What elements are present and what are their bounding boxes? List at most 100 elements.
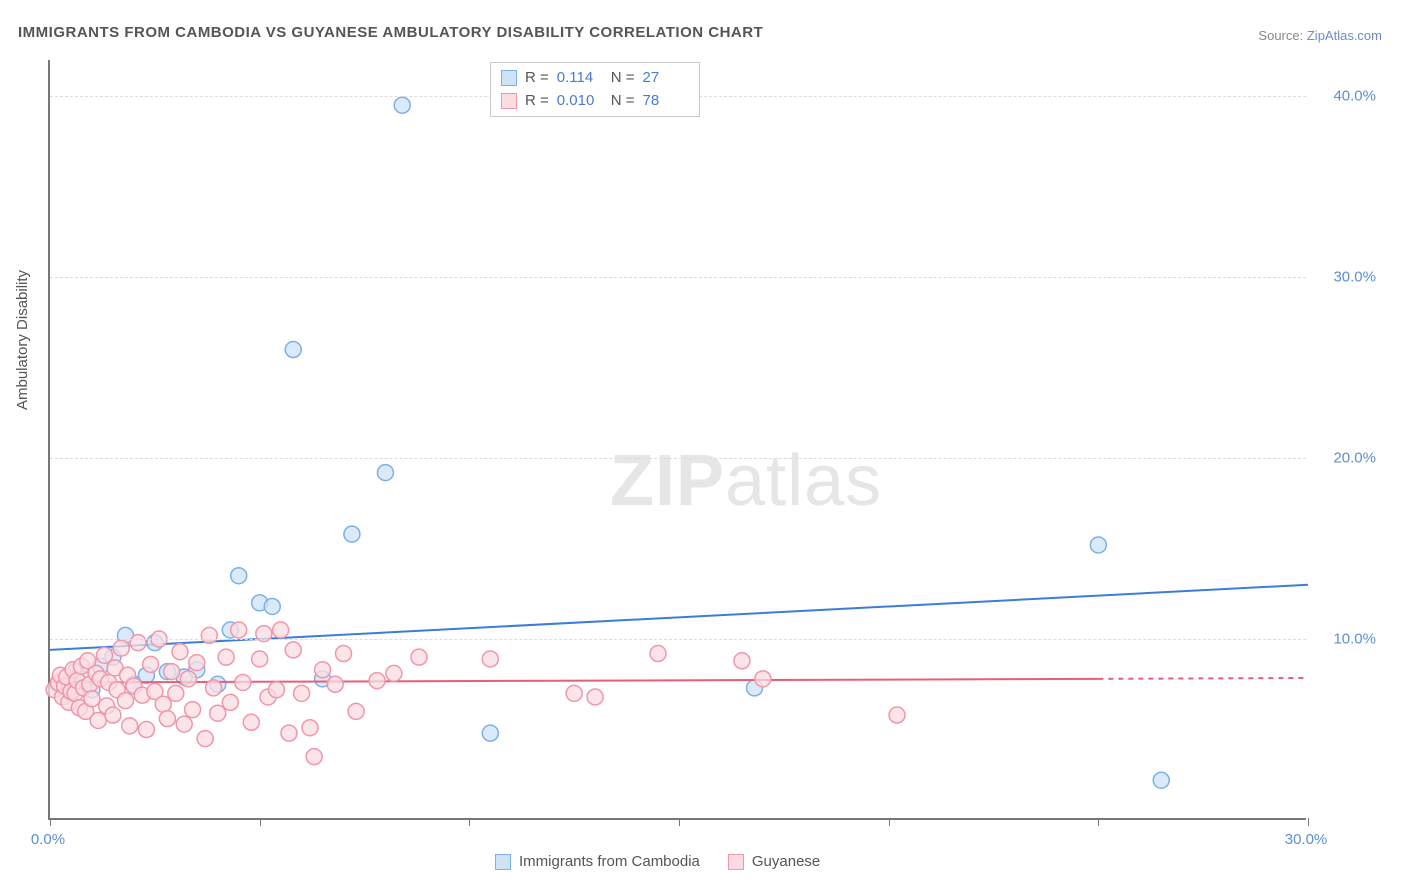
scatter-point [348,703,364,719]
scatter-point [143,656,159,672]
scatter-point [231,568,247,584]
scatter-point [159,711,175,727]
n-label: N = [611,67,635,90]
trend-line-dashed [1098,678,1308,679]
scatter-point [176,716,192,732]
plot-area: ZIPatlas 10.0%20.0%30.0%40.0% [48,60,1306,820]
scatter-point [243,714,259,730]
scatter-point [315,662,331,678]
scatter-point [231,622,247,638]
scatter-point [734,653,750,669]
scatter-point [336,646,352,662]
scatter-point [369,673,385,689]
r-label: R = [525,67,549,90]
legend-item: Immigrants from Cambodia [495,853,700,870]
scatter-point [1153,772,1169,788]
scatter-point [273,622,289,638]
scatter-point [235,674,251,690]
y-tick-label: 20.0% [1316,450,1376,467]
scatter-point [377,465,393,481]
scatter-point [117,693,133,709]
x-tick [889,818,890,826]
y-tick-label: 40.0% [1316,88,1376,105]
scatter-point [264,598,280,614]
scatter-point [164,664,180,680]
y-tick-label: 10.0% [1316,631,1376,648]
scatter-point [1090,537,1106,553]
legend-swatch [501,70,517,86]
scatter-point [122,718,138,734]
scatter-point [180,671,196,687]
scatter-point [587,689,603,705]
legend-swatch [501,93,517,109]
n-value: 27 [643,67,689,90]
scatter-point [327,676,343,692]
legend-item: Guyanese [728,853,820,870]
scatter-point [201,627,217,643]
scatter-point [252,651,268,667]
scatter-point [222,694,238,710]
scatter-point [285,342,301,358]
scatter-point [344,526,360,542]
scatter-point [185,702,201,718]
x-tick-label: 0.0% [31,831,65,848]
legend-swatch [495,854,511,870]
scatter-point [113,640,129,656]
scatter-point [889,707,905,723]
gridline [50,277,1306,278]
scatter-point [189,655,205,671]
scatter-point [138,722,154,738]
x-tick [469,818,470,826]
stats-row: R = 0.114 N = 27 [501,67,689,90]
legend-label: Immigrants from Cambodia [519,853,700,870]
r-label: R = [525,90,549,113]
scatter-point [285,642,301,658]
x-tick [1098,818,1099,826]
gridline [50,458,1306,459]
stats-legend: R = 0.114 N = 27 R = 0.010 N = 78 [490,62,700,117]
scatter-point [218,649,234,665]
x-tick-label: 30.0% [1285,831,1328,848]
x-tick [260,818,261,826]
scatter-point [168,685,184,701]
scatter-point [482,725,498,741]
scatter-svg [50,60,1306,818]
source-link[interactable]: ZipAtlas.com [1307,28,1382,43]
trend-line [50,585,1308,650]
chart-title: IMMIGRANTS FROM CAMBODIA VS GUYANESE AMB… [18,24,763,41]
x-tick [679,818,680,826]
r-value: 0.010 [557,90,603,113]
legend-label: Guyanese [752,853,820,870]
scatter-point [268,682,284,698]
scatter-point [650,646,666,662]
y-axis-label: Ambulatory Disability [14,270,31,410]
bottom-legend: Immigrants from Cambodia Guyanese [495,853,820,870]
source-attribution: Source: ZipAtlas.com [1258,28,1382,43]
stats-row: R = 0.010 N = 78 [501,90,689,113]
scatter-point [281,725,297,741]
scatter-point [566,685,582,701]
scatter-point [90,712,106,728]
source-label: Source: [1258,28,1303,43]
scatter-point [411,649,427,665]
scatter-point [302,720,318,736]
x-tick [1308,818,1309,826]
scatter-point [394,97,410,113]
scatter-point [197,731,213,747]
scatter-point [84,691,100,707]
scatter-point [482,651,498,667]
scatter-point [386,665,402,681]
scatter-point [755,671,771,687]
scatter-point [172,644,188,660]
scatter-point [105,707,121,723]
scatter-point [294,685,310,701]
gridline [50,639,1306,640]
scatter-point [130,635,146,651]
n-value: 78 [643,90,689,113]
x-tick [50,818,51,826]
r-value: 0.114 [557,67,603,90]
n-label: N = [611,90,635,113]
scatter-point [306,749,322,765]
legend-swatch [728,854,744,870]
scatter-point [206,680,222,696]
